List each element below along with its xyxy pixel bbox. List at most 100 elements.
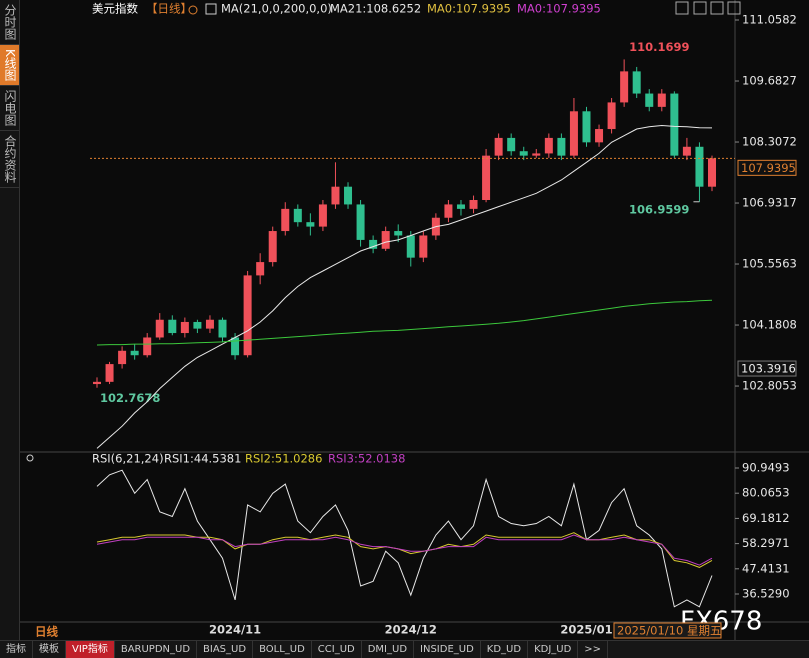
cursor-date: 2025/01/10 星期五 (617, 624, 721, 638)
icon[interactable] (205, 3, 217, 15)
toolbar-tab[interactable]: BARUPDN_UD (115, 641, 198, 658)
candle-body (482, 155, 491, 200)
candle-body (306, 222, 315, 227)
high-label: 110.1699 (629, 40, 689, 54)
icon[interactable] (727, 1, 741, 15)
low-label: 106.9599 (629, 202, 689, 216)
candle-body (557, 137, 566, 156)
icon[interactable] (710, 1, 724, 15)
y-tick-label: 108.3072 (742, 135, 797, 149)
y-tick-label: 36.5290 (742, 587, 790, 601)
candle-body (620, 71, 629, 103)
candle-body (356, 204, 365, 240)
candle-body (532, 153, 541, 156)
icon[interactable] (188, 5, 198, 15)
candle-body (118, 350, 127, 365)
y-tick-label: 80.0653 (742, 486, 790, 500)
period-label: 【日线】 (146, 2, 192, 16)
sidebar: 分时图 K线图 闪电图 合约资料 (0, 0, 20, 640)
y-tick-label: 104.1808 (742, 318, 797, 332)
toolbar-tab[interactable]: DMI_UD (362, 641, 415, 658)
toolbar-tab[interactable]: BOLL_UD (253, 641, 312, 658)
candle-body (645, 93, 654, 107)
candle-body (130, 350, 139, 356)
sidebar-tab[interactable]: 分时图 (0, 0, 19, 45)
marker-price-box (737, 360, 797, 377)
candle-body (155, 319, 164, 338)
legend-item: MA0:107.9395 (427, 2, 511, 16)
cursor-date-box (613, 622, 722, 639)
candle-body (670, 93, 679, 156)
y-tick-label: 90.9493 (742, 460, 790, 474)
series-line (96, 534, 713, 566)
toolbar-tab[interactable]: VIP指标 (66, 641, 115, 658)
candle-body (494, 137, 503, 156)
sidebar-tab[interactable]: 闪电图 (0, 86, 19, 131)
legend-item: RSI1:44.5381 (164, 452, 241, 466)
candle-body (381, 231, 390, 249)
candle-body (406, 235, 415, 258)
candle-body (544, 137, 553, 154)
icon (26, 454, 34, 462)
candle-body (682, 146, 691, 156)
candle-body (507, 137, 516, 152)
candle-body (569, 111, 578, 156)
x-tick-label: 2025/01 (560, 623, 612, 637)
candle-body (607, 102, 616, 130)
candle-body (281, 208, 290, 232)
candle-body (205, 319, 214, 329)
candle-body (243, 275, 252, 356)
candle-body (394, 231, 403, 236)
series-line (96, 299, 713, 346)
series-line (96, 124, 713, 449)
candle-body (168, 319, 177, 334)
candle-body (419, 235, 428, 258)
toolbar-tab[interactable]: CCI_UD (312, 641, 362, 658)
marker-price-label: 103.3916 (741, 362, 796, 376)
indicator-label: MA(21,0,0,200,0,0) (221, 2, 332, 16)
x-tick-label: 2024/12 (385, 623, 437, 637)
period: 日线 (35, 625, 58, 639)
toolbar-tab[interactable]: 模板 (33, 641, 66, 658)
candle-body (369, 239, 378, 249)
toolbar: 指标 模板 VIP指标 BARUPDN_UD BIAS_UD BOLL_UD CCI_UD D… (0, 640, 809, 658)
low-label: 102.7678 (100, 391, 160, 405)
candle-body (293, 208, 302, 223)
y-tick-label: 109.6827 (742, 74, 797, 88)
toolbar-tab[interactable]: BIAS_UD (197, 641, 254, 658)
toolbar-tab[interactable]: 指标 (0, 641, 33, 658)
last-price-label: 107.9395 (741, 161, 796, 175)
candle-body (444, 204, 453, 218)
y-tick-label: 106.9317 (742, 196, 797, 210)
series-line (96, 469, 713, 608)
candle-body (695, 146, 704, 187)
candle-body (231, 337, 240, 356)
candle-body (180, 321, 189, 334)
candle-body (268, 231, 277, 263)
toolbar-tab[interactable]: KDJ_UD (528, 641, 579, 658)
toolbar-tab[interactable]: >> (578, 641, 609, 658)
icon[interactable] (693, 1, 707, 15)
x-tick-label: 2024/11 (209, 623, 261, 637)
y-tick-label: 58.2971 (742, 536, 790, 550)
toolbar-tab[interactable]: INSIDE_UD (414, 641, 481, 658)
legend-item: MA21:108.6252 (330, 2, 421, 16)
sidebar-tab[interactable]: K线图 (0, 45, 19, 86)
candle-body (469, 199, 478, 209)
candle-body (193, 321, 202, 329)
chart: 美元指数 【日线】 MA(21,0,0,200,0,0) RSI(6,21,24… (20, 0, 809, 640)
toolbar-tab[interactable]: KD_UD (481, 641, 529, 658)
y-tick-label: 111.0582 (742, 13, 797, 27)
candle-body (582, 111, 591, 143)
sidebar-tab[interactable]: 合约资料 (0, 131, 19, 188)
legend-item: MA0:107.9395 (517, 2, 601, 16)
candle-body (708, 158, 716, 187)
icon[interactable] (675, 1, 689, 15)
chart-title: 美元指数 (92, 2, 138, 16)
last-price-box (737, 159, 797, 176)
candle-body (93, 381, 101, 385)
indicator-label: RSI(6,21,24) (92, 452, 164, 466)
legend-item: RSI3:52.0138 (328, 452, 405, 466)
candle-body (105, 364, 114, 382)
